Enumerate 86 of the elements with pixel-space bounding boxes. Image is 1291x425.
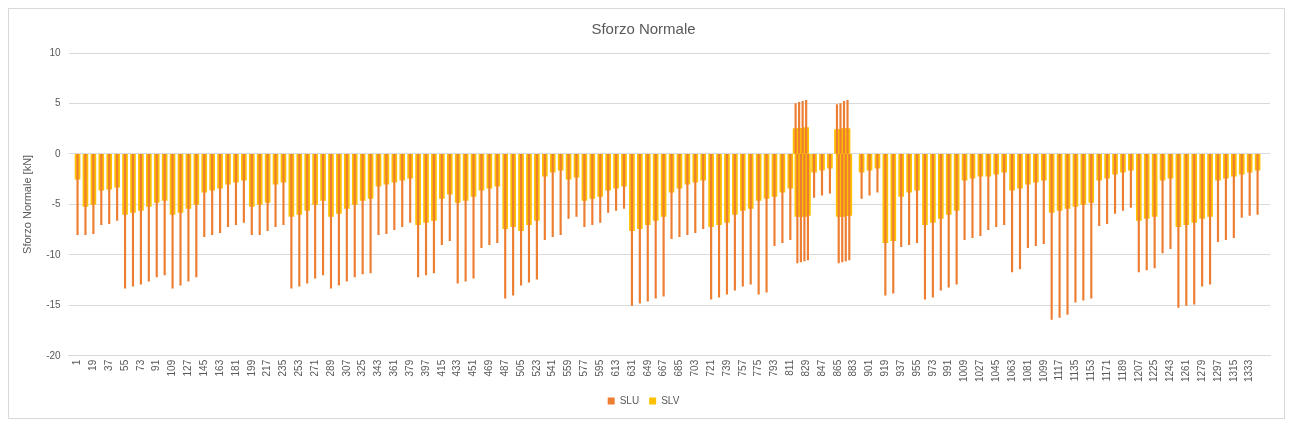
- x-tick-label: 739: [720, 359, 732, 377]
- x-tick-label: 181: [229, 359, 241, 377]
- x-tick-label: 73: [134, 359, 146, 371]
- x-tick-label: 1279: [1195, 359, 1207, 382]
- x-tick-label: 127: [182, 359, 194, 377]
- x-tick-label: 937: [894, 359, 906, 377]
- x-tick-label: 1243: [1164, 359, 1176, 382]
- x-tick-label: 757: [736, 359, 748, 377]
- x-tick-label: 1189: [1116, 359, 1128, 382]
- x-tick-label: 1171: [1100, 359, 1112, 382]
- x-tick-label: 469: [483, 359, 495, 377]
- x-tick-label: 1225: [1148, 359, 1160, 382]
- x-tick-label: 271: [308, 359, 320, 377]
- y-tick-label: 5: [55, 97, 62, 109]
- x-tick-label: 1009: [958, 359, 970, 382]
- x-tick-label: 1099: [1037, 359, 1049, 382]
- x-tick-label: 883: [847, 359, 859, 377]
- x-tick-label: 649: [641, 359, 653, 377]
- x-tick-label: 829: [799, 359, 811, 377]
- y-tick-label: -15: [46, 299, 62, 311]
- x-tick-label: 343: [372, 359, 384, 377]
- legend-label: SLU: [619, 394, 640, 406]
- x-tick-label: 559: [562, 359, 574, 377]
- x-tick-label: 901: [863, 359, 875, 377]
- x-tick-label: 37: [102, 359, 114, 371]
- x-tick-label: 55: [118, 359, 130, 371]
- x-tick-label: 487: [498, 359, 510, 377]
- x-tick-label: 793: [768, 359, 780, 377]
- x-tick-label: 451: [467, 359, 479, 377]
- x-tick-label: 667: [657, 359, 669, 377]
- x-tick-label: 1297: [1211, 359, 1223, 382]
- x-tick-label: 307: [340, 359, 352, 377]
- x-tick-label: 1333: [1243, 359, 1255, 382]
- x-tick-label: 1: [71, 359, 83, 366]
- x-tick-label: 847: [815, 359, 827, 377]
- x-tick-label: 1207: [1132, 359, 1144, 382]
- x-tick-label: 217: [261, 359, 273, 377]
- x-tick-label: 1027: [974, 359, 986, 382]
- x-tick-label: 235: [277, 359, 289, 377]
- x-tick-label: 145: [198, 359, 210, 377]
- x-tick-label: 379: [403, 359, 415, 377]
- x-tick-label: 1063: [1005, 359, 1017, 382]
- x-tick-label: 19: [87, 359, 99, 371]
- x-tick-label: 523: [530, 359, 542, 377]
- x-tick-label: 1153: [1085, 359, 1097, 382]
- x-tick-label: 721: [704, 359, 716, 377]
- x-tick-label: 595: [594, 359, 605, 377]
- x-tick-label: 613: [609, 359, 621, 377]
- y-tick-label: -20: [46, 349, 62, 361]
- x-tick-label: 1261: [1180, 359, 1192, 382]
- x-tick-label: 1135: [1069, 359, 1081, 382]
- y-tick-label: -5: [51, 198, 62, 210]
- x-tick-label: 703: [689, 359, 701, 377]
- x-tick-label: 505: [514, 359, 526, 377]
- x-tick-label: 361: [388, 359, 400, 377]
- y-tick-label: 10: [49, 46, 62, 58]
- x-tick-label: 289: [324, 359, 336, 377]
- x-tick-label: 1081: [1021, 359, 1033, 382]
- x-tick-label: 685: [673, 359, 685, 377]
- x-tick-label: 991: [942, 359, 954, 377]
- x-tick-label: 1045: [989, 359, 1001, 382]
- y-tick-label: -10: [46, 248, 62, 260]
- x-tick-label: 91: [150, 359, 162, 371]
- x-tick-label: 1315: [1227, 359, 1239, 382]
- x-tick-label: 415: [435, 359, 447, 377]
- x-tick-label: 577: [578, 359, 590, 377]
- chart-title: Sforzo Normale: [591, 20, 696, 38]
- x-tick-label: 775: [752, 359, 764, 377]
- x-tick-label: 973: [926, 359, 938, 377]
- x-tick-label: 919: [879, 359, 891, 377]
- x-tick-label: 325: [356, 359, 368, 377]
- x-tick-label: 865: [831, 359, 843, 377]
- x-tick-label: 1117: [1053, 359, 1065, 381]
- x-tick-label: 631: [625, 359, 637, 377]
- x-tick-label: 811: [784, 359, 796, 376]
- y-tick-label: 0: [55, 147, 62, 159]
- x-tick-label: 253: [293, 359, 305, 377]
- x-tick-label: 955: [910, 359, 922, 377]
- x-tick-label: 433: [451, 359, 463, 377]
- x-tick-label: 199: [245, 359, 257, 377]
- x-tick-label: 163: [213, 359, 225, 377]
- x-tick-label: 397: [419, 359, 431, 377]
- x-tick-label: 541: [546, 359, 558, 377]
- y-axis-title: Sforzo Normale [kN]: [20, 154, 33, 254]
- x-tick-label: 109: [166, 359, 178, 377]
- legend-label: SLV: [661, 394, 680, 406]
